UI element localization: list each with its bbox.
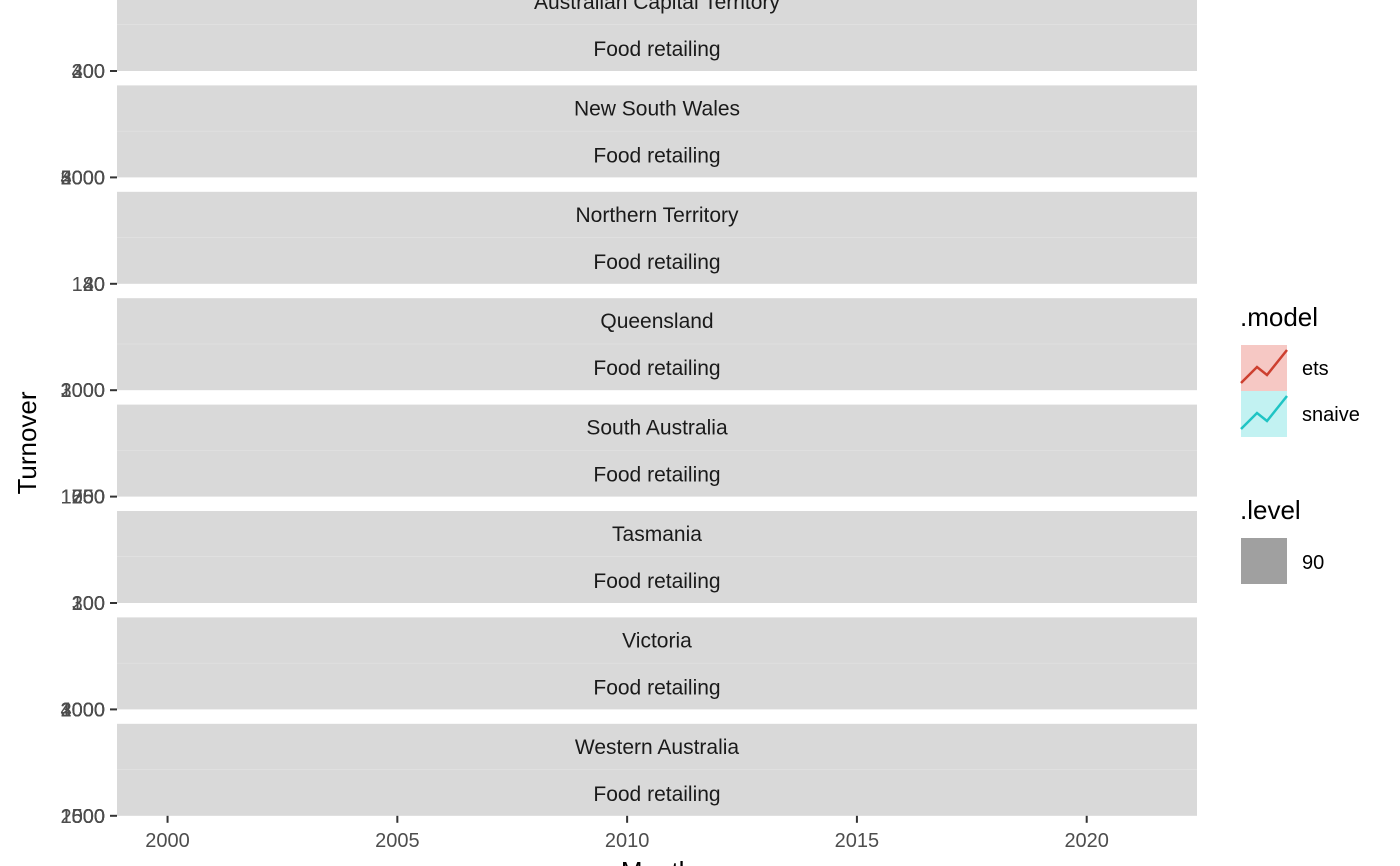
facet-strip-industry-label: Food retailing [593, 251, 720, 274]
facet-strip-state [117, 0, 1197, 25]
y-tick-label: 3000 [61, 380, 106, 402]
y-tick-label: 200 [72, 61, 105, 83]
legend-level-keys: 90 [1241, 538, 1324, 584]
y-tick-label: 200 [72, 593, 105, 615]
y-tick-label: 1000 [61, 699, 106, 721]
y-tick-label: 120 [72, 274, 105, 296]
x-tick-label: 2020 [1064, 830, 1109, 852]
facet-strip-industry [117, 237, 1197, 284]
legend: .model ets snaive .level 90 [1240, 302, 1360, 584]
x-tick-label: 2015 [835, 830, 880, 852]
facet-strip-state-label: Victoria [622, 629, 692, 652]
facet-strip-state [117, 617, 1197, 664]
y-tick-label: 3000 [61, 699, 106, 721]
y-tick-label: 750 [72, 487, 105, 509]
y-axis-title: Turnover [12, 391, 42, 494]
legend-level-swatch [1241, 538, 1287, 584]
legend-label: ets [1302, 358, 1329, 380]
facet-strip-state [117, 191, 1197, 238]
facet-strip-state-label: New South Wales [574, 97, 740, 120]
legend-level-label: 90 [1302, 552, 1324, 574]
facet-strip-industry [117, 450, 1197, 497]
facet-strip-state [117, 723, 1197, 770]
y-tick-label: 2000 [61, 167, 106, 189]
facet-panels: Australian Capital Territory Food retaili… [61, 0, 1197, 828]
y-tick-label: 300 [72, 61, 105, 83]
facet-strip-state-label: Western Australia [575, 736, 740, 759]
facet-strip-industry-label: Food retailing [593, 676, 720, 699]
y-tick-label: 80 [83, 274, 105, 296]
facet-strip-state-label: Northern Territory [576, 204, 739, 227]
facet-strip-state [117, 404, 1197, 451]
legend-key-swatch [1241, 345, 1287, 391]
legend-model-title: .model [1240, 302, 1318, 332]
y-tick-label: 500 [72, 806, 105, 828]
x-tick-label: 2010 [605, 830, 650, 852]
facet-strip-state-label: South Australia [586, 417, 728, 440]
legend-model-keys: ets snaive [1240, 345, 1360, 437]
y-tick-label: 1000 [61, 806, 106, 828]
facet-panel: Australian Capital Territory Food retaili… [72, 0, 1197, 83]
facet-panel: Western Australia Food retailing 500100015… [61, 723, 1197, 828]
y-tick-label: 500 [72, 487, 105, 509]
y-tick-label: 400 [72, 61, 105, 83]
y-tick-label: 2000 [61, 806, 106, 828]
facet-strip-industry-label: Food retailing [593, 783, 720, 806]
facet-strip-state-label: Australian Capital Territory [534, 0, 780, 14]
facet-strip-industry-label: Food retailing [593, 38, 720, 61]
facet-strip-industry-label: Food retailing [593, 464, 720, 487]
facet-strip-state [117, 298, 1197, 345]
legend-level-key: 90 [1241, 538, 1324, 584]
x-tick-label: 2000 [145, 830, 190, 852]
facet-strip-state-label: Tasmania [612, 523, 702, 546]
legend-key-snaive: snaive [1240, 391, 1360, 437]
y-tick-label: 1500 [61, 806, 106, 828]
facet-strip-industry [117, 663, 1197, 710]
y-tick-label: 4000 [61, 167, 106, 189]
facet-strip-state-label: Queensland [600, 310, 713, 333]
legend-label: snaive [1302, 404, 1360, 426]
facet-strip-industry-label: Food retailing [593, 570, 720, 593]
y-tick-label: 5000 [61, 167, 106, 189]
y-tick-label: 100 [72, 593, 105, 615]
legend-key-line [1240, 349, 1288, 384]
y-tick-label: 2000 [61, 380, 106, 402]
y-tick-label: 1250 [61, 487, 106, 509]
x-tick-label: 2005 [375, 830, 420, 852]
x-axis: 2000 2005 2010 2015 2020 [145, 815, 1109, 852]
facet-strip-industry [117, 25, 1197, 71]
facet-strip-industry [117, 769, 1197, 816]
facet-strip-industry [117, 131, 1197, 178]
facet-strip-industry-label: Food retailing [593, 357, 720, 380]
facet-strip-industry-label: Food retailing [593, 144, 720, 167]
y-tick-label: 2000 [61, 699, 106, 721]
legend-level-title: .level [1240, 495, 1301, 525]
x-axis-title: Month [621, 856, 693, 866]
legend-key-line [1240, 395, 1288, 430]
legend-key-swatch [1241, 391, 1287, 437]
facet-panel: New South Wales Food retailing 20003000400… [61, 85, 1197, 189]
y-tick-label: 1000 [61, 487, 106, 509]
facet-strip-industry [117, 344, 1197, 391]
y-tick-label: 1000 [61, 380, 106, 402]
facet-strip-state [117, 511, 1197, 557]
facet-panel: South Australia Food retailing 25050075010… [61, 404, 1197, 509]
y-tick-label: 250 [72, 487, 105, 509]
facet-strip-state [117, 85, 1197, 132]
y-tick-label: 4000 [61, 699, 106, 721]
facet-strip-industry [117, 557, 1197, 603]
legend-key-ets: ets [1240, 345, 1329, 391]
y-tick-label: 300 [72, 593, 105, 615]
y-tick-label: 40 [83, 274, 105, 296]
y-tick-label: 3000 [61, 167, 106, 189]
